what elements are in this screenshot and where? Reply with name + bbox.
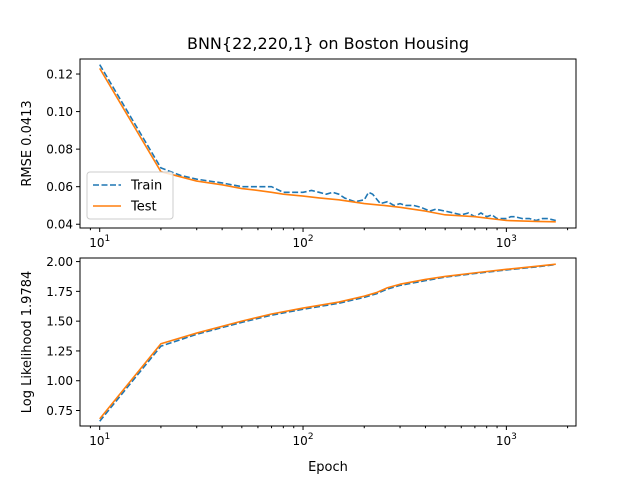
x-tick-label: 101 bbox=[89, 234, 110, 250]
x-tick-label: 101 bbox=[89, 432, 110, 448]
log-likelihood-axes: 101 102 103 0.75 1.00 1.25 1.50 1.75 2.00 Log Lik… bbox=[20, 255, 577, 475]
chart-title: BNN{22,220,1} on Boston Housing bbox=[187, 34, 469, 53]
y-tick-label: 0.10 bbox=[46, 105, 73, 119]
y-tick-label: 0.06 bbox=[46, 180, 73, 194]
y-axis-label: Log Likelihood 1.9784 bbox=[20, 271, 35, 414]
legend-frame bbox=[86, 171, 174, 220]
y-tick-label: 0.12 bbox=[46, 68, 73, 82]
y-axis-label: RMSE 0.0413 bbox=[20, 100, 35, 186]
axes-frame bbox=[79, 257, 577, 427]
x-tick-label: 102 bbox=[293, 432, 314, 448]
series-line-test bbox=[99, 263, 556, 420]
y-tick-label: 0.04 bbox=[46, 218, 73, 232]
y-tick-label: 1.00 bbox=[46, 374, 73, 388]
legend-label-train: Train bbox=[130, 179, 162, 194]
rmse-axes: 101 102 103 0.04 0.06 0.08 0.10 0.12 BNN{22,220,… bbox=[20, 34, 577, 250]
y-tick-label: 1.25 bbox=[46, 344, 73, 358]
y-tick-label: 1.50 bbox=[46, 315, 73, 329]
series-line-test bbox=[99, 67, 556, 223]
legend-label-test: Test bbox=[130, 200, 157, 215]
x-tick-label: 103 bbox=[496, 234, 517, 250]
y-tick-label: 0.08 bbox=[46, 143, 73, 157]
x-tick-label: 102 bbox=[293, 234, 314, 250]
series-line-train bbox=[99, 64, 556, 222]
axes-frame bbox=[79, 58, 577, 229]
x-tick-label: 103 bbox=[496, 432, 517, 448]
y-tick-label: 0.75 bbox=[46, 404, 73, 418]
x-axis-label: Epoch bbox=[308, 460, 348, 475]
legend: Train Test bbox=[86, 171, 174, 220]
y-tick-label: 2.00 bbox=[46, 255, 73, 269]
y-tick-label: 1.75 bbox=[46, 285, 73, 299]
